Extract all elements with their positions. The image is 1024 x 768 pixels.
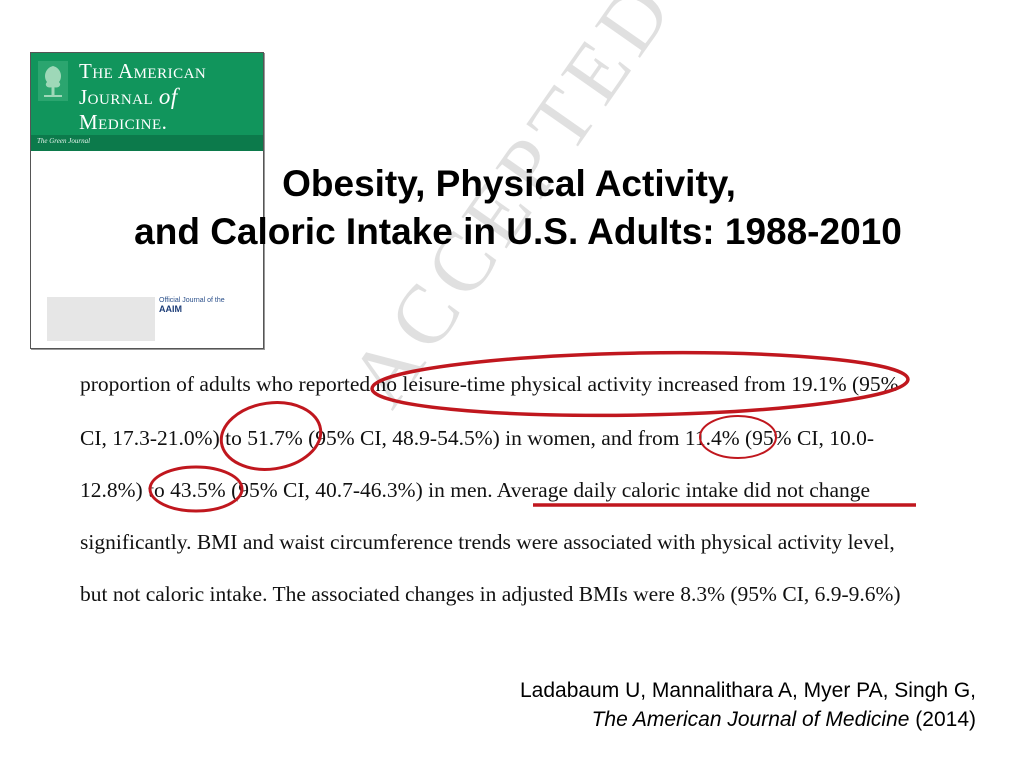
cover-tagline: The Green Journal <box>37 137 91 145</box>
excerpt-line: CI, 17.3-21.0%) to 51.7% (95% CI, 48.9-5… <box>80 426 874 450</box>
excerpt-line: significantly. BMI and waist circumferen… <box>80 530 895 554</box>
slide-title-line1: Obesity, Physical Activity, <box>282 163 736 204</box>
cover-aaim-logo: Official Journal of the AAIM <box>159 297 225 315</box>
cover-subband <box>31 135 263 151</box>
cover-title-line3: Medicine. <box>79 110 168 134</box>
slide-title-line2: and Caloric Intake in U.S. Adults: 1988-… <box>134 211 902 252</box>
citation: Ladabaum U, Mannalithara A, Myer PA, Sin… <box>520 676 976 734</box>
aaim-caption: Official Journal of the <box>159 297 225 304</box>
cover-title-line1: The American <box>79 59 207 83</box>
aaim-logo-text: AAIM <box>159 304 182 314</box>
slide-title: Obesity, Physical Activity, and Caloric … <box>0 160 1024 256</box>
excerpt-line: 12.8%) to 43.5% (95% CI, 40.7-46.3%) in … <box>80 478 871 502</box>
citation-source: The American Journal of Medicine (2014) <box>520 705 976 734</box>
citation-authors: Ladabaum U, Mannalithara A, Myer PA, Sin… <box>519 679 976 702</box>
excerpt-line: proportion of adults who reported no lei… <box>80 372 899 396</box>
cover-title-line2: Journal of <box>79 84 178 109</box>
excerpt-line: but not caloric intake. The associated c… <box>80 582 901 606</box>
journal-cover: The American Journal of Medicine. The Gr… <box>30 52 264 349</box>
cover-journal-title: The American Journal of Medicine. <box>79 59 206 135</box>
cover-grey-box <box>47 297 155 341</box>
citation-year: (2014) <box>909 708 976 731</box>
elsevier-tree-logo-icon <box>38 61 68 101</box>
citation-journal: The American Journal of Medicine <box>591 708 910 731</box>
cover-green-band <box>31 53 263 151</box>
